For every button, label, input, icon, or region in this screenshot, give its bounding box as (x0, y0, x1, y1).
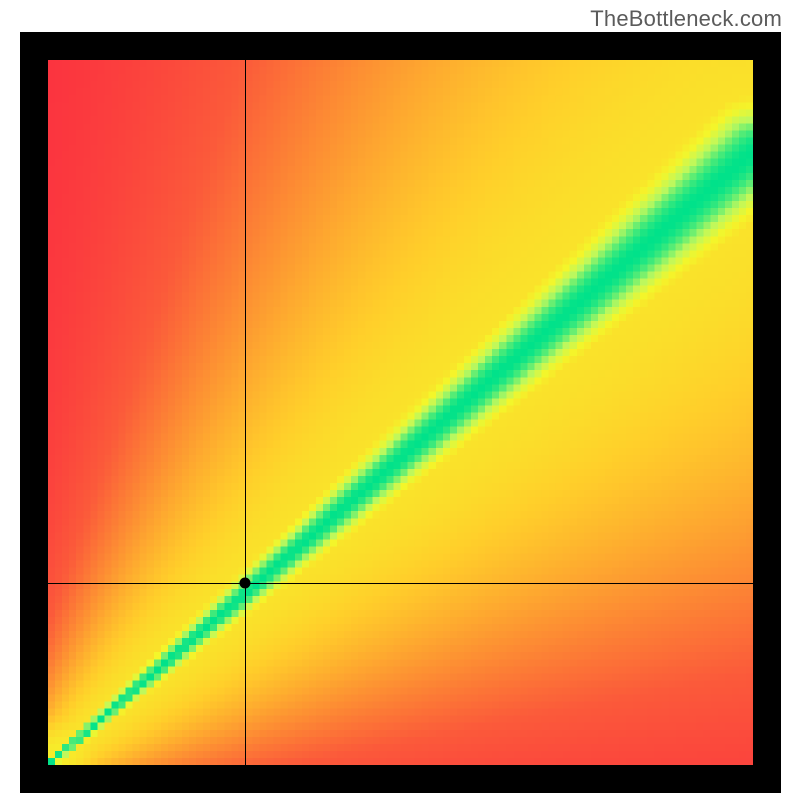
heatmap-canvas (48, 60, 753, 765)
chart-frame (20, 32, 781, 793)
marker-dot (240, 578, 251, 589)
crosshair-horizontal (48, 583, 753, 584)
attribution-text: TheBottleneck.com (590, 6, 782, 32)
chart-container: TheBottleneck.com (0, 0, 800, 800)
crosshair-vertical (245, 60, 246, 765)
